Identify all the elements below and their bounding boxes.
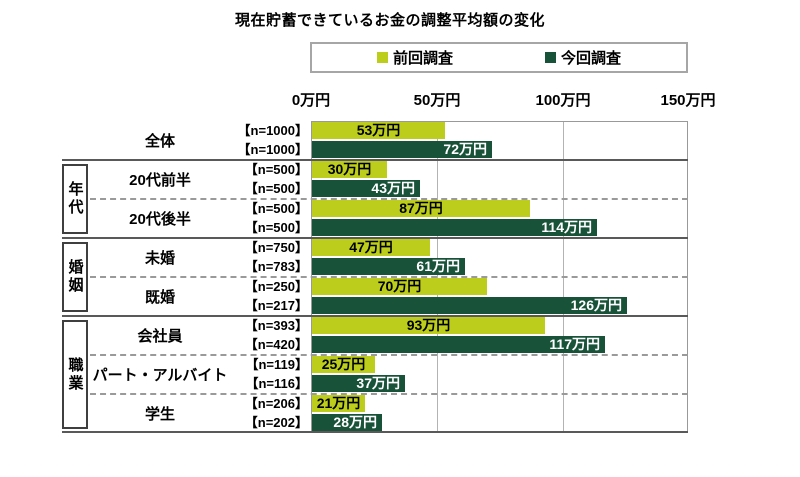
n-label: 【n=500】 — [244, 201, 308, 216]
current-survey-bar: 114万円 — [312, 219, 597, 236]
current-survey-bar: 28万円 — [312, 414, 382, 431]
bar-value-label: 87万円 — [399, 200, 443, 216]
row-label: 20代後半 — [129, 211, 191, 228]
legend-swatch-previous-icon — [376, 52, 388, 63]
bar-value-label: 72万円 — [443, 141, 487, 157]
chart-title: 現在貯蓄できているお金の調整平均額の変化 — [234, 12, 545, 29]
bar-value-label: 37万円 — [356, 375, 400, 391]
plot-area: 53万円 72万円 30万円 43万円 87万円 114万円 47万円 61万円 70万円 126… — [311, 121, 688, 433]
legend-item-previous-survey: 前回調査 — [376, 47, 453, 68]
bar-value-label: 70万円 — [377, 278, 422, 294]
group-separator-line — [62, 237, 688, 239]
bar-value-label: 61万円 — [416, 258, 460, 274]
row-label: 20代前半 — [129, 172, 191, 189]
n-label: 【n=119】 — [245, 357, 308, 372]
n-label: 【n=202】 — [244, 415, 308, 430]
n-label: 【n=500】 — [244, 220, 308, 235]
n-label: 【n=783】 — [244, 259, 308, 274]
bar-value-label: 117万円 — [549, 336, 600, 352]
n-label: 【n=500】 — [244, 181, 308, 196]
legend-item-current-survey: 今回調査 — [545, 47, 621, 68]
previous-survey-bar: 70万円 — [312, 278, 487, 295]
row-label: パート・アルバイト — [92, 367, 228, 384]
group-label: 婚姻 — [66, 259, 84, 295]
current-survey-bar: 72万円 — [312, 141, 492, 158]
row-label: 学生 — [144, 406, 175, 423]
table-bottom-line — [62, 431, 688, 433]
row-separator-dashed-line — [90, 393, 688, 395]
x-axis-tick-0: 0万円 — [291, 92, 331, 109]
row-label: 既婚 — [144, 289, 175, 306]
bar-value-label: 28万円 — [333, 414, 377, 430]
group-label: 職業 — [66, 356, 84, 393]
current-survey-bar: 61万円 — [312, 258, 465, 275]
n-label: 【n=206】 — [244, 396, 308, 411]
group-label: 年代 — [66, 181, 84, 217]
x-axis-tick-100: 100万円 — [535, 92, 591, 109]
bar-value-label: 126万円 — [570, 297, 622, 313]
n-label: 【n=1000】 — [237, 142, 308, 157]
legend-label-previous: 前回調査 — [392, 50, 453, 67]
bar-value-label: 47万円 — [349, 239, 393, 255]
bar-value-label: 53万円 — [356, 122, 401, 138]
previous-survey-bar: 87万円 — [312, 200, 530, 217]
bar-value-label: 25万円 — [321, 356, 366, 372]
row-label: 会社員 — [137, 328, 183, 345]
row-separator-dashed-line — [90, 198, 688, 200]
group-label-box: 職業 — [62, 320, 88, 429]
current-survey-bar: 117万円 — [312, 336, 605, 353]
x-axis-tick-50: 50万円 — [413, 92, 461, 109]
bar-value-label: 93万円 — [406, 317, 451, 333]
group-label-box: 年代 — [62, 164, 88, 234]
previous-survey-bar: 30万円 — [312, 161, 387, 178]
n-label: 【n=116】 — [245, 376, 308, 391]
row-separator-dashed-line — [90, 276, 688, 278]
previous-survey-bar: 93万円 — [312, 317, 545, 334]
previous-survey-bar: 25万円 — [312, 356, 375, 373]
bar-value-label: 21万円 — [316, 395, 361, 411]
n-label: 【n=500】 — [244, 162, 308, 177]
bar-value-label: 30万円 — [327, 161, 372, 177]
current-survey-bar: 126万円 — [312, 297, 627, 314]
row-label: 未婚 — [144, 250, 175, 267]
previous-survey-bar: 47万円 — [312, 239, 430, 256]
group-separator-line — [62, 315, 688, 317]
n-label: 【n=393】 — [244, 318, 308, 333]
x-axis-tick-150: 150万円 — [660, 92, 716, 109]
previous-survey-bar: 21万円 — [312, 395, 365, 412]
legend-swatch-current-icon — [545, 52, 556, 63]
bar-value-label: 43万円 — [371, 180, 415, 196]
current-survey-bar: 43万円 — [312, 180, 420, 197]
group-label-box: 婚姻 — [62, 242, 88, 312]
legend-label-current: 今回調査 — [561, 50, 622, 67]
group-separator-line — [62, 159, 688, 161]
bar-value-label: 114万円 — [541, 219, 592, 235]
n-label: 【n=217】 — [244, 298, 308, 313]
row-label: 全体 — [144, 133, 175, 150]
n-label: 【n=250】 — [244, 279, 308, 294]
row-separator-dashed-line — [90, 354, 688, 356]
previous-survey-bar: 53万円 — [312, 122, 445, 139]
current-survey-bar: 37万円 — [312, 375, 405, 392]
legend: 前回調査 今回調査 — [310, 42, 688, 73]
n-label: 【n=750】 — [244, 240, 308, 255]
n-label: 【n=1000】 — [237, 123, 308, 138]
n-label: 【n=420】 — [244, 337, 308, 352]
